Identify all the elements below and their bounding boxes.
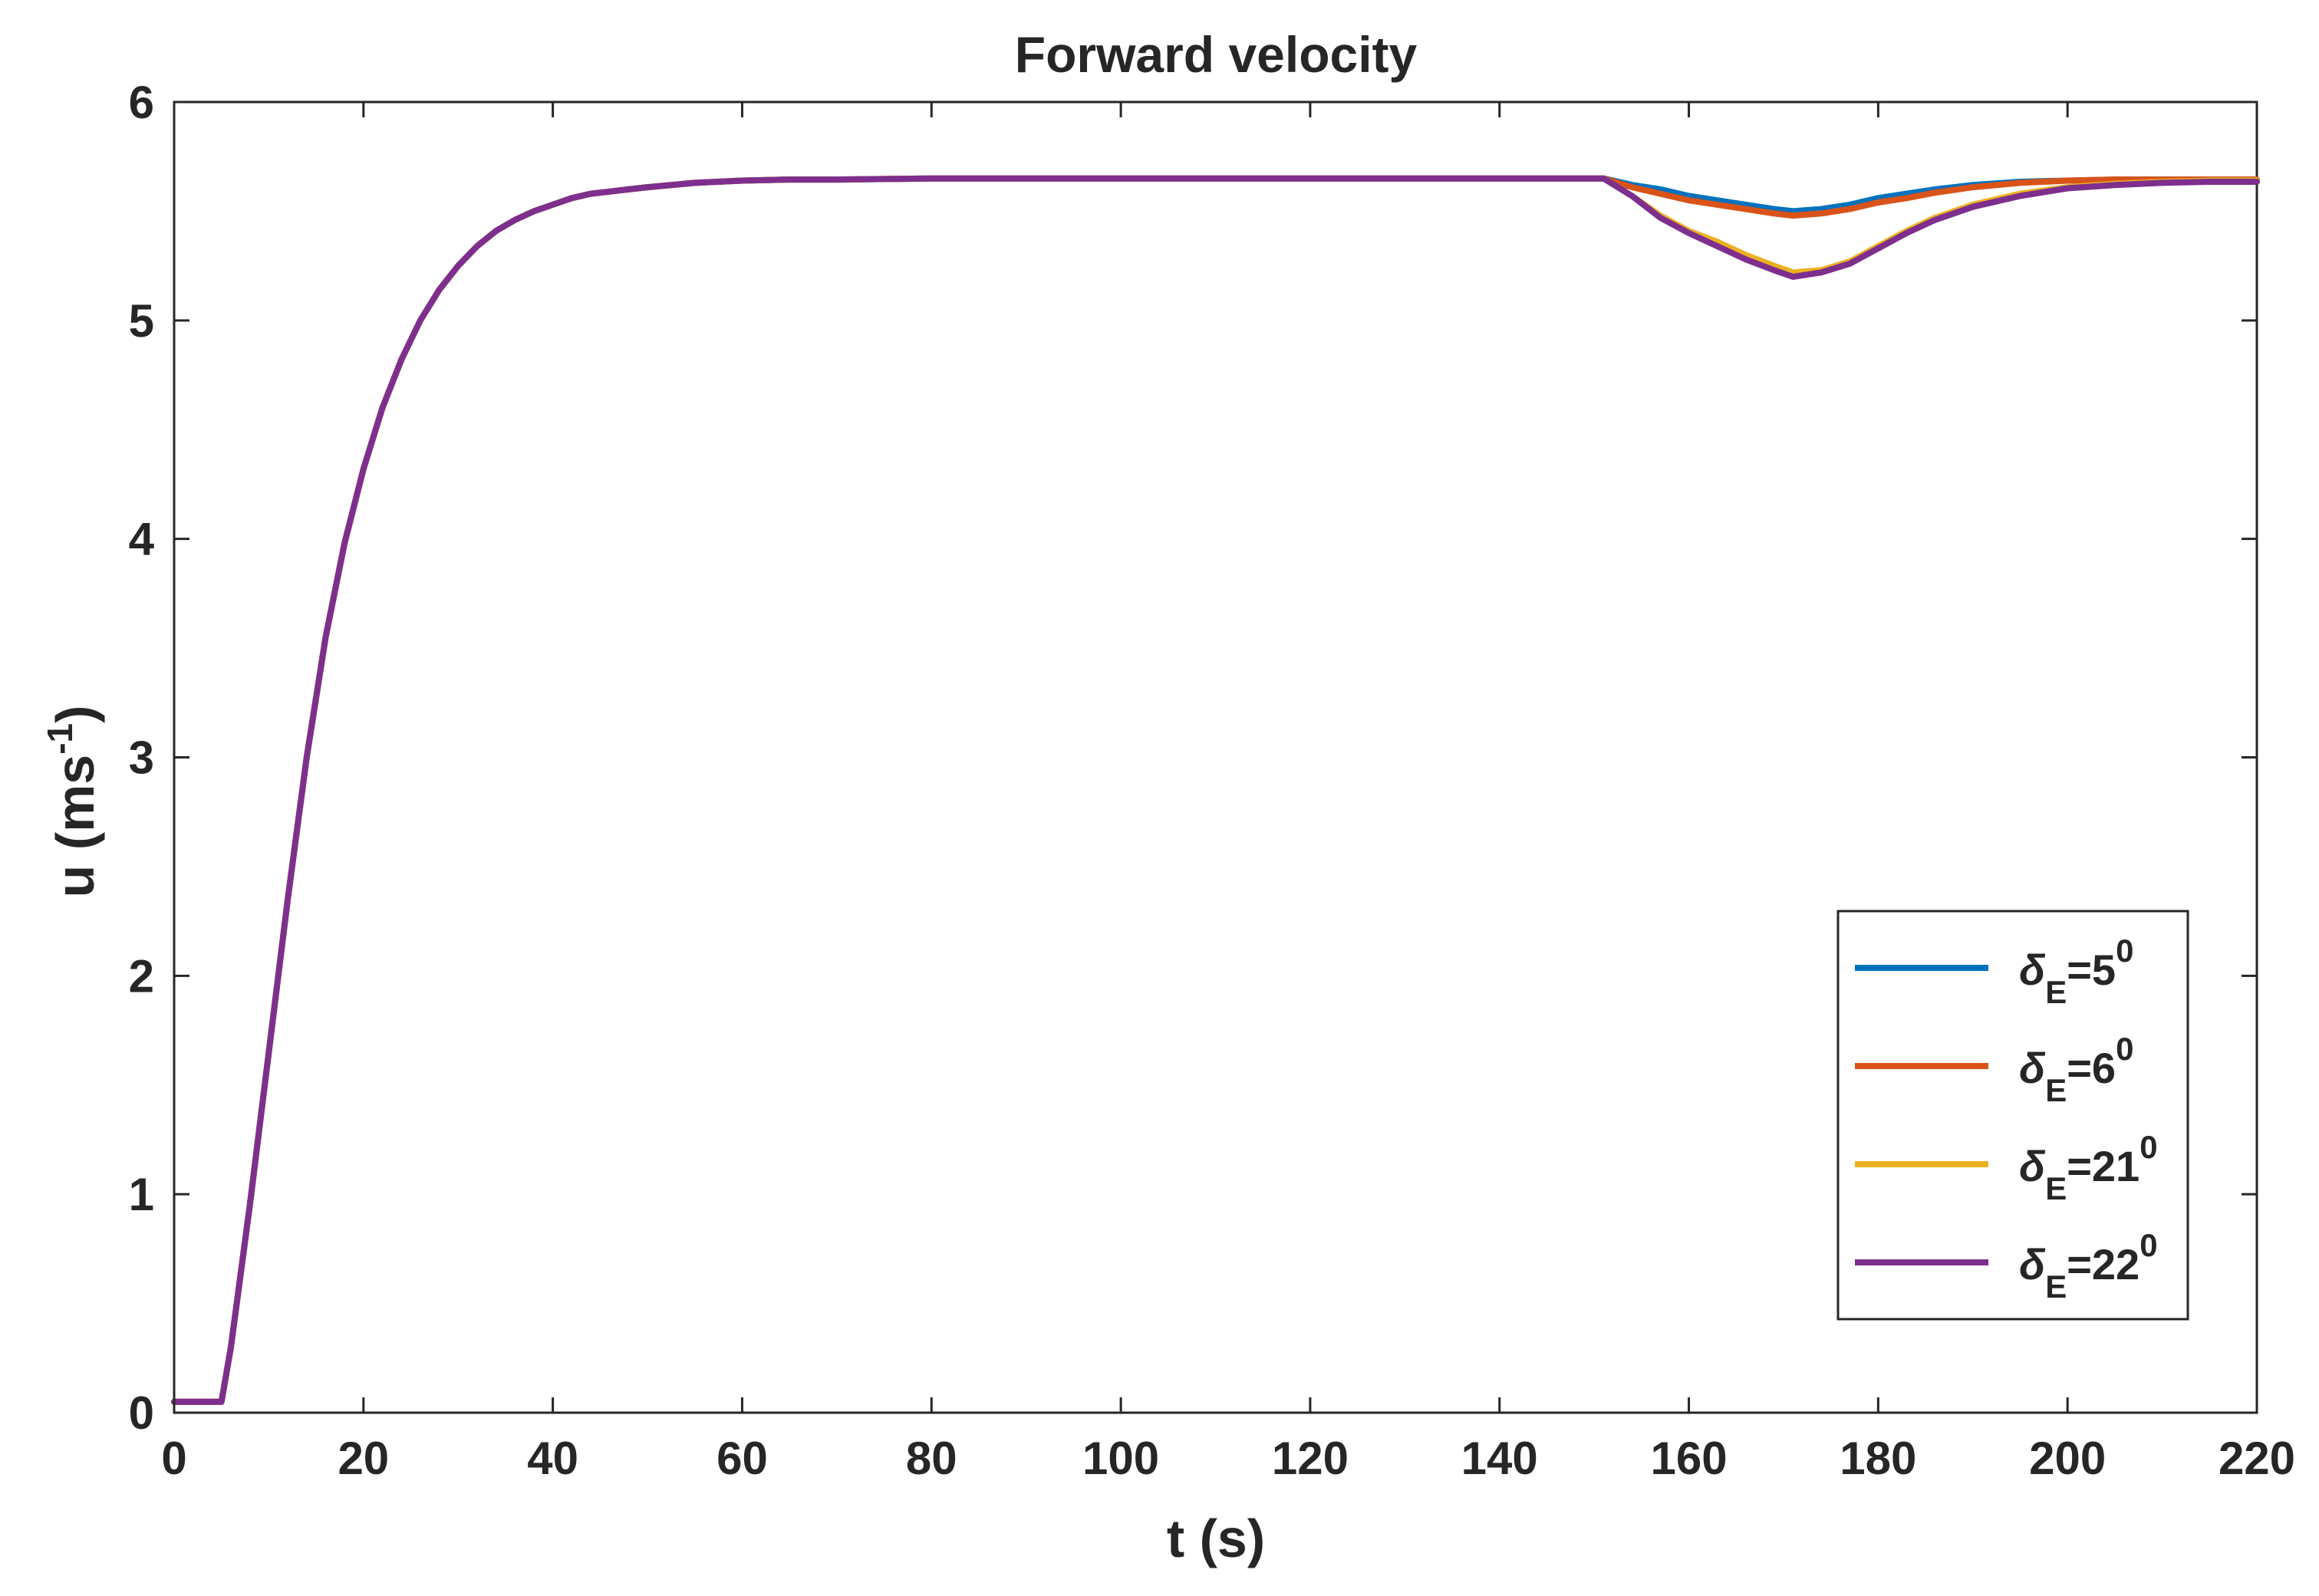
y-axis-label-exponent: -1 — [40, 723, 80, 755]
legend-items: δE=50 δE=60 δE=210 δE=220 — [1855, 933, 2158, 1305]
x-tick-label: 40 — [527, 1433, 578, 1484]
y-tick-label: 2 — [129, 950, 154, 1002]
y-tick-label: 3 — [129, 732, 154, 784]
x-tick-label: 60 — [716, 1433, 768, 1484]
legend-label-3: δE=210 — [2019, 1129, 2158, 1206]
series-line-4 — [171, 175, 2260, 1405]
legend: δE=50 δE=60 δE=210 δE=220 — [1836, 910, 2189, 1321]
x-tick-label: 180 — [1840, 1433, 1916, 1484]
chart-title: Forward velocity — [1015, 26, 1418, 83]
x-tick-label: 80 — [906, 1433, 957, 1484]
x-tick-label: 200 — [2029, 1433, 2106, 1484]
legend-label-4: δE=220 — [2019, 1227, 2158, 1305]
legend-label-1: δE=50 — [2019, 933, 2133, 1010]
series-lines — [171, 175, 2260, 1405]
axis-ticks: 0 20 40 60 80 100 120 140 160 180 200 220 0 1 2 3 4 5 6 — [129, 77, 2295, 1484]
y-tick-label: 0 — [129, 1387, 154, 1439]
y-tick-label: 1 — [129, 1169, 154, 1220]
x-tick-label: 220 — [2219, 1433, 2295, 1484]
x-axis-label: t (s) — [1167, 1509, 1265, 1568]
legend-box — [1836, 910, 2189, 1321]
y-tick-label: 4 — [129, 514, 155, 565]
x-tick-label: 140 — [1461, 1433, 1538, 1484]
x-tick-label: 120 — [1272, 1433, 1349, 1484]
x-tick-label: 100 — [1082, 1433, 1159, 1484]
y-tick-label: 6 — [129, 77, 154, 128]
y-axis-label-base: u (ms — [45, 755, 105, 898]
y-axis-label: u (ms-1) — [40, 706, 105, 898]
y-axis-label-end: ) — [45, 706, 105, 723]
legend-label-2: δE=60 — [2019, 1031, 2133, 1108]
y-tick-label: 5 — [129, 295, 154, 347]
x-tick-label: 160 — [1650, 1433, 1727, 1484]
x-tick-label: 0 — [161, 1433, 186, 1484]
x-tick-label: 20 — [338, 1433, 389, 1484]
